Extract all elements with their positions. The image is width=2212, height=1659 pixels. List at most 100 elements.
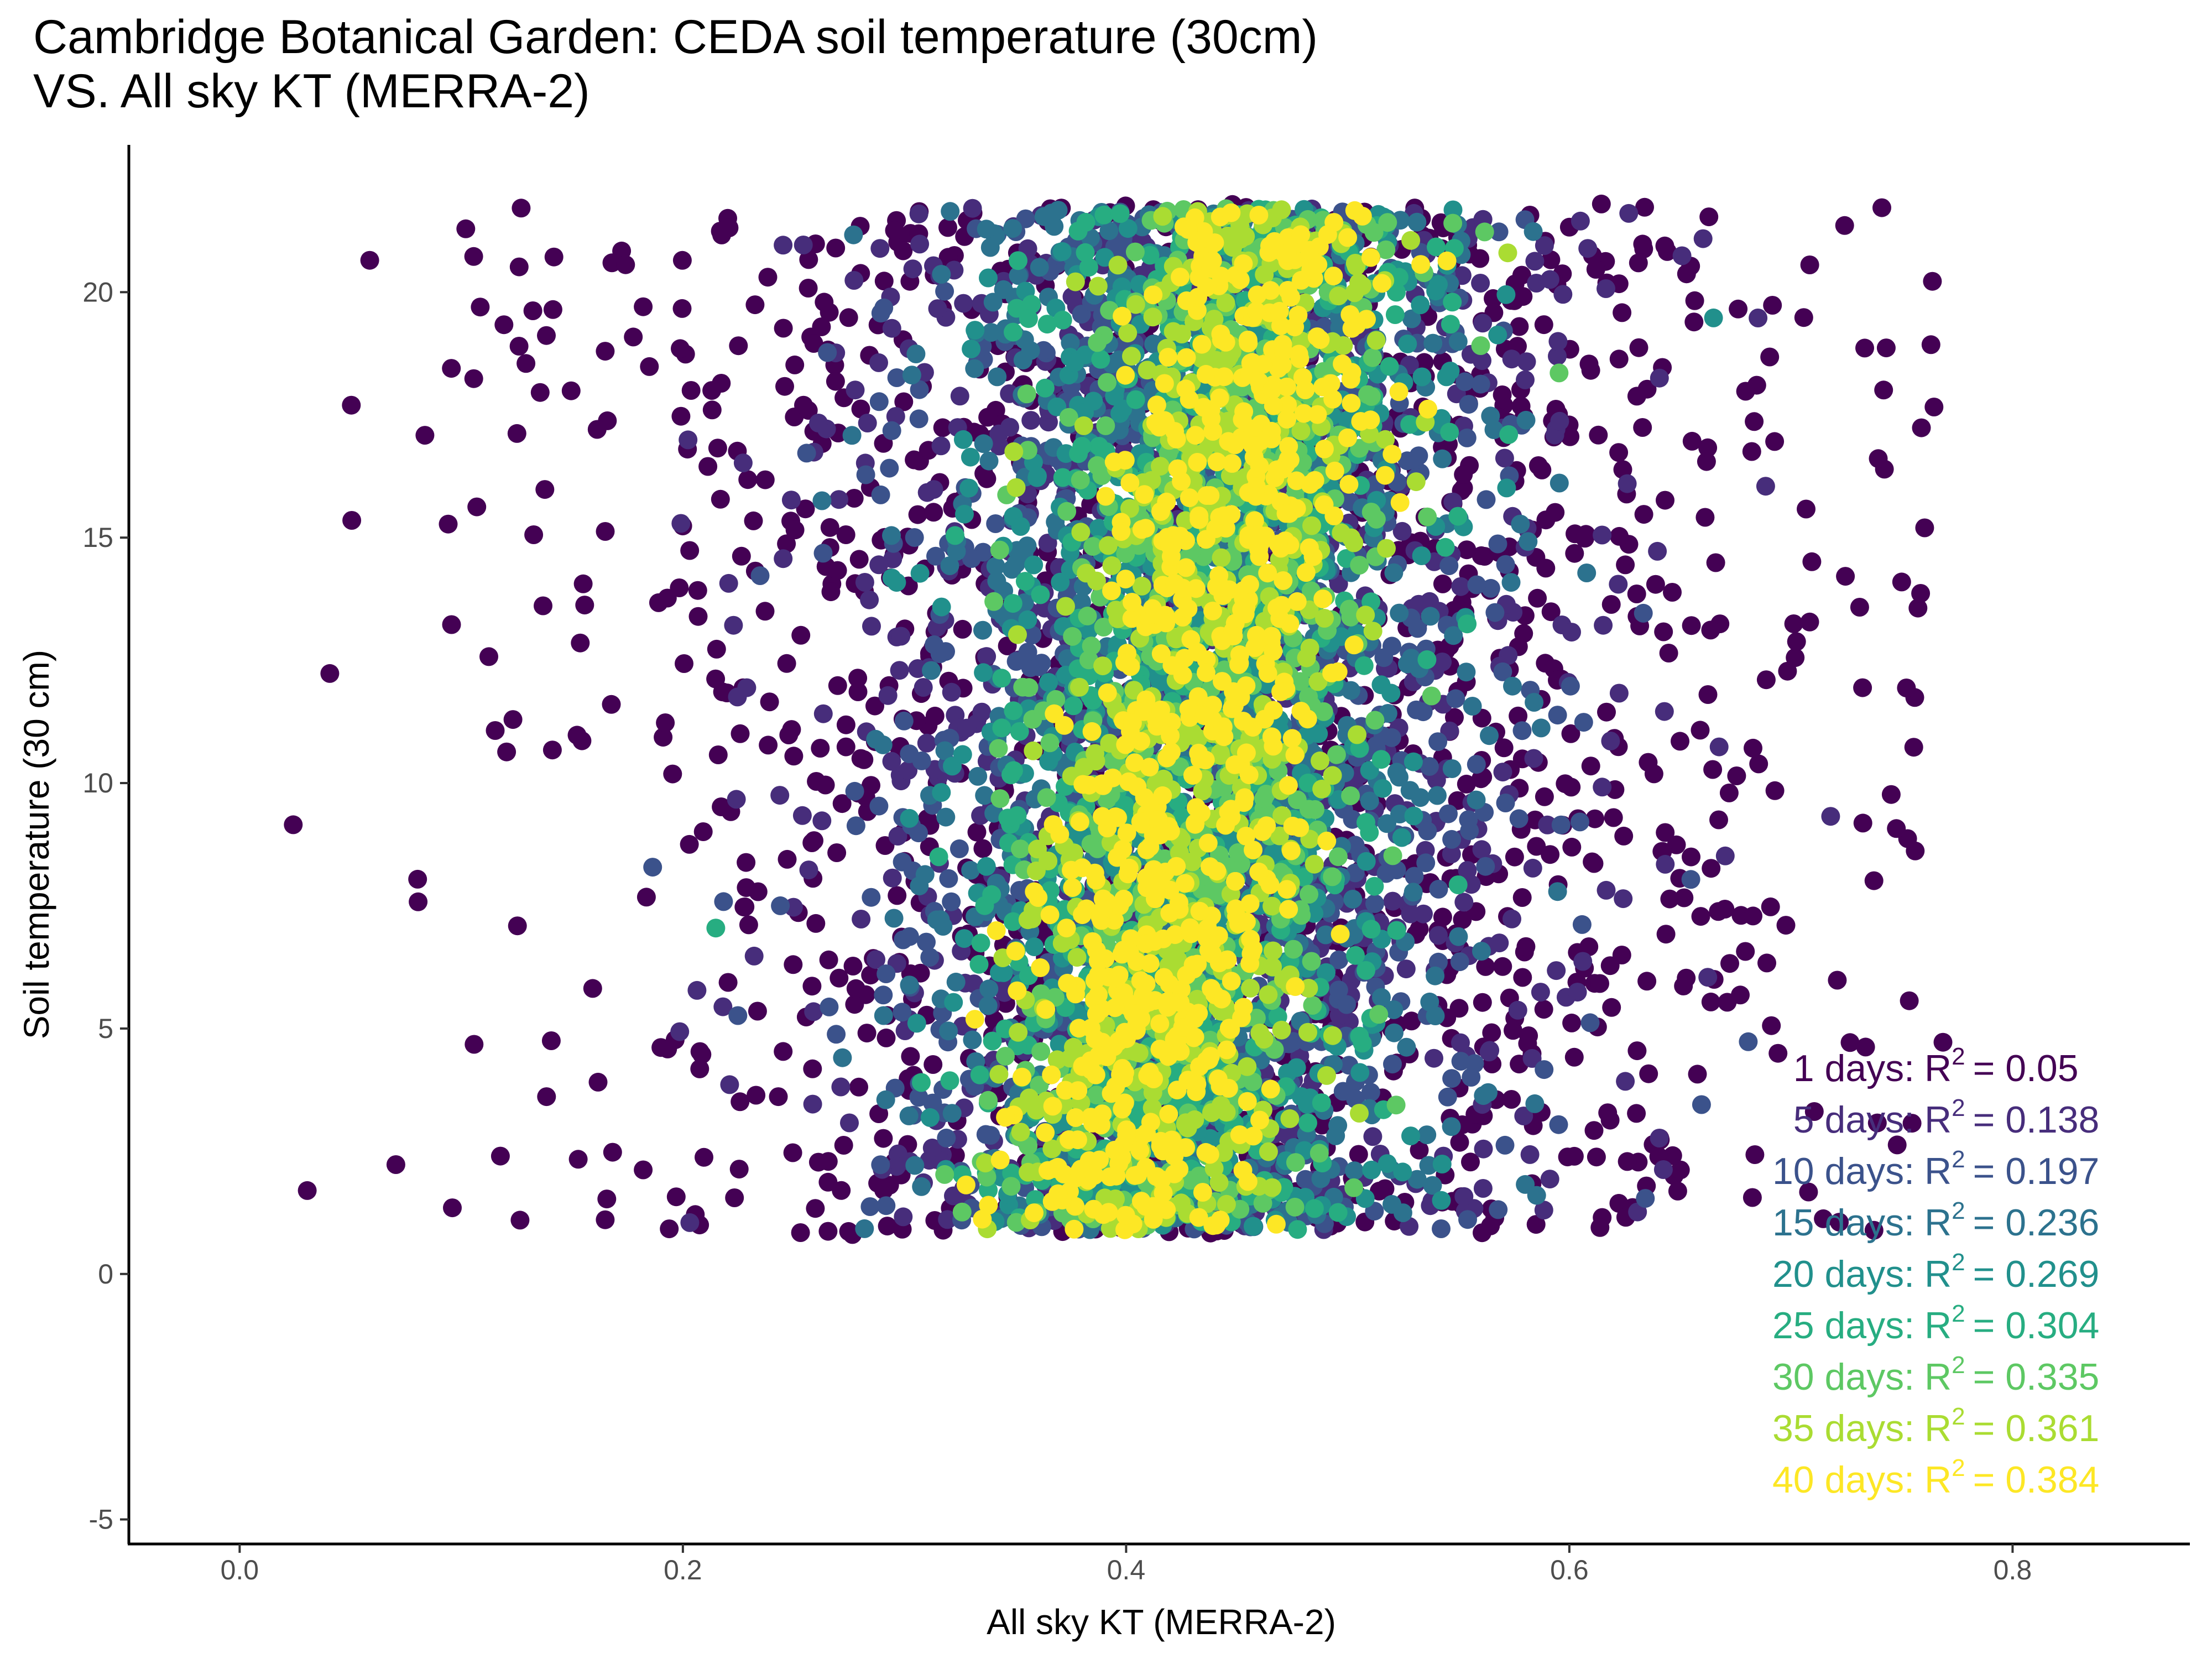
data-point <box>914 678 933 697</box>
data-point <box>820 518 839 537</box>
data-point <box>1549 1115 1568 1134</box>
data-point <box>860 590 879 609</box>
data-point <box>1497 478 1516 498</box>
data-point <box>1682 847 1700 867</box>
data-point <box>1564 1146 1584 1166</box>
data-point <box>1453 910 1472 929</box>
data-point <box>708 439 727 458</box>
data-point <box>1672 246 1692 265</box>
data-point <box>959 478 979 498</box>
data-point <box>932 265 951 284</box>
data-point <box>1450 1133 1469 1152</box>
data-point <box>976 1125 995 1144</box>
data-point <box>1571 211 1590 231</box>
data-point <box>941 202 960 221</box>
data-point <box>799 279 818 298</box>
data-point <box>1477 490 1496 509</box>
data-point <box>907 1014 926 1033</box>
data-point <box>1451 577 1470 596</box>
data-point <box>783 1143 802 1162</box>
data-point <box>509 257 529 276</box>
data-point <box>1633 418 1652 437</box>
data-point <box>844 489 864 508</box>
data-point <box>987 571 1006 591</box>
data-point <box>670 1022 690 1041</box>
data-point <box>284 815 303 834</box>
data-point <box>1548 347 1567 366</box>
data-point <box>909 409 928 429</box>
data-point <box>728 1006 748 1025</box>
data-point <box>963 199 982 218</box>
data-point <box>660 1219 679 1239</box>
data-point <box>524 525 544 544</box>
data-point <box>1423 333 1443 353</box>
data-point <box>596 342 615 361</box>
data-point <box>1597 279 1615 298</box>
data-point <box>1381 684 1401 703</box>
data-point <box>1471 274 1490 293</box>
data-point <box>1589 425 1608 445</box>
data-point <box>1578 239 1598 258</box>
data-point <box>778 849 797 869</box>
data-point <box>1458 1210 1477 1229</box>
data-point <box>1473 1179 1493 1198</box>
data-point <box>541 1031 561 1050</box>
data-point <box>1739 1032 1758 1051</box>
data-point <box>1522 1049 1542 1068</box>
data-point <box>910 564 930 583</box>
data-point <box>967 822 987 842</box>
data-point <box>828 676 847 695</box>
data-point <box>1794 308 1813 327</box>
data-point <box>1698 685 1718 704</box>
data-point <box>739 915 758 935</box>
data-point <box>1024 555 1044 575</box>
data-point <box>1350 1063 1370 1082</box>
data-point <box>885 221 904 240</box>
data-point <box>1613 460 1632 479</box>
data-point <box>1702 859 1721 878</box>
data-point <box>1471 374 1490 394</box>
data-point <box>1742 442 1761 461</box>
data-point <box>925 706 945 726</box>
data-point <box>939 869 958 888</box>
data-point <box>1691 721 1710 740</box>
data-point <box>851 749 870 768</box>
data-point <box>1454 465 1473 484</box>
data-point <box>818 1222 838 1241</box>
data-point <box>953 619 972 639</box>
data-point <box>1540 1170 1559 1189</box>
data-point <box>902 366 921 385</box>
data-point <box>1051 572 1070 592</box>
data-point <box>1601 595 1621 614</box>
data-point <box>1594 615 1613 635</box>
data-point <box>1450 952 1469 972</box>
data-point <box>1432 1191 1451 1210</box>
data-point <box>1593 525 1612 545</box>
data-point <box>1627 1041 1647 1061</box>
data-point <box>360 251 379 270</box>
data-point <box>832 794 852 813</box>
data-point <box>955 504 974 524</box>
data-point <box>537 1087 556 1107</box>
data-point <box>719 573 738 593</box>
data-point <box>882 752 901 771</box>
data-point <box>1650 368 1669 388</box>
data-point <box>1692 1095 1711 1114</box>
data-point <box>747 1086 766 1105</box>
data-point <box>624 327 643 347</box>
data-point <box>731 1092 750 1112</box>
data-point <box>1287 1058 1306 1077</box>
data-point <box>877 964 896 983</box>
data-point <box>965 359 984 378</box>
data-point <box>1516 410 1536 430</box>
data-point <box>818 1152 838 1171</box>
data-point <box>1449 999 1469 1018</box>
data-point <box>1634 505 1653 524</box>
data-point <box>1768 1044 1788 1063</box>
data-point <box>1345 1161 1364 1181</box>
data-point <box>1021 411 1041 430</box>
data-point <box>1505 847 1524 867</box>
data-point <box>1501 573 1521 592</box>
data-point <box>464 369 483 388</box>
data-point <box>1034 207 1053 226</box>
